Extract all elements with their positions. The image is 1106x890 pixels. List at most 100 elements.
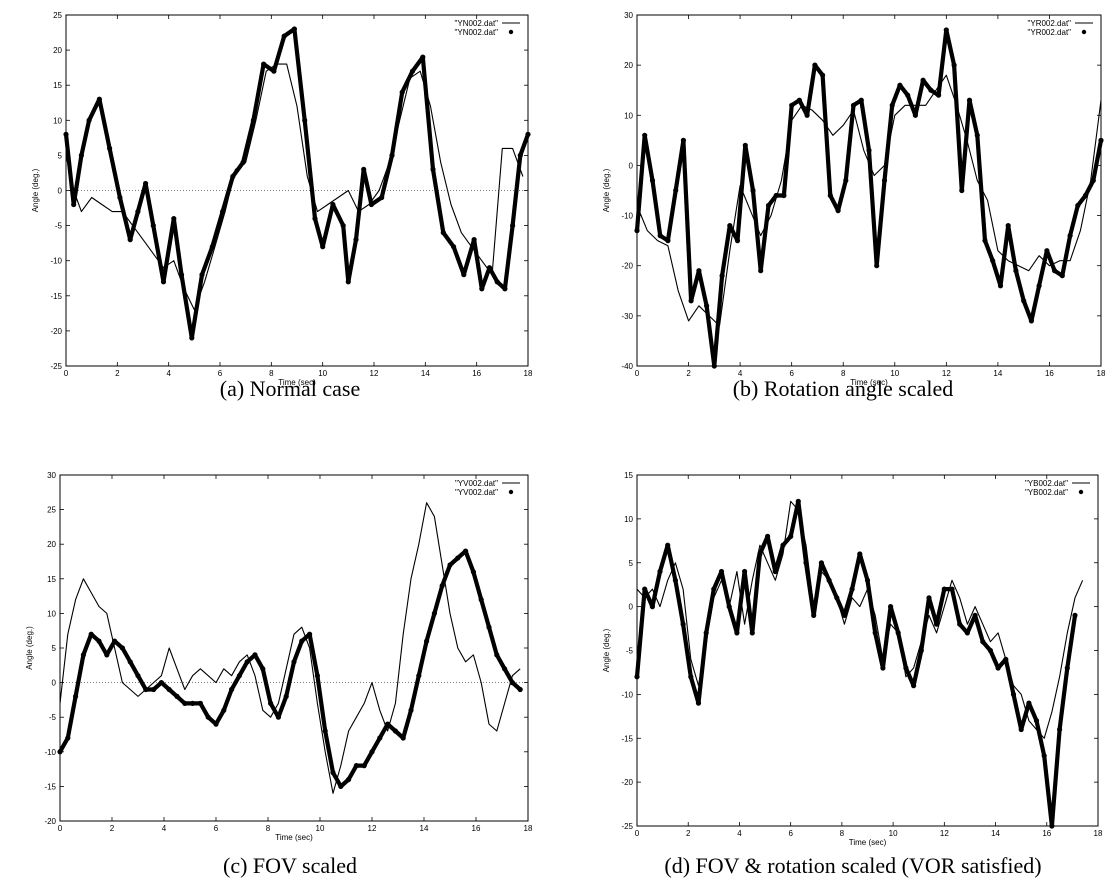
data-point: [857, 551, 863, 557]
data-point: [742, 568, 748, 575]
data-point: [749, 630, 755, 636]
data-point: [1044, 248, 1050, 254]
data-point: [389, 152, 395, 158]
x-tick-label: 14: [991, 829, 1000, 838]
data-point: [96, 638, 102, 644]
data-point: [197, 700, 203, 706]
series-line-thick: [57, 548, 523, 789]
y-tick-label: -30: [621, 312, 633, 321]
data-point: [158, 680, 164, 686]
legend-dot-sample: [1081, 29, 1087, 35]
chart-panel-c: 0 2 4 6 8 10 12 14 16 18 -20 -15 -10 -5 0 5 10 15 20 25 30 Ti…: [0, 445, 553, 890]
data-point: [135, 209, 141, 215]
data-point: [788, 533, 794, 539]
data-point: [525, 131, 531, 137]
y-tick-label: 20: [47, 540, 56, 549]
data-point: [888, 604, 894, 610]
x-axis-label: Time (sec): [849, 838, 887, 847]
data-point: [804, 112, 810, 118]
data-point: [634, 228, 640, 234]
data-point: [820, 72, 826, 78]
data-point: [803, 560, 809, 566]
series-line-thin: [59, 502, 521, 794]
data-point: [502, 286, 508, 292]
data-point: [1036, 283, 1042, 289]
y-tick-label: 0: [629, 603, 634, 612]
data-point: [271, 68, 277, 74]
data-point: [957, 621, 963, 627]
y-tick-label: 10: [624, 111, 633, 120]
data-point: [964, 630, 970, 636]
x-tick-label: 8: [266, 824, 271, 833]
x-tick-label: 8: [841, 369, 846, 378]
data-point: [974, 132, 980, 138]
data-point: [688, 674, 694, 680]
data-point: [1059, 273, 1065, 279]
data-point: [377, 735, 383, 741]
data-point: [1075, 202, 1081, 209]
y-tick-label: 20: [53, 46, 62, 55]
data-point: [431, 610, 437, 616]
data-point: [1057, 726, 1063, 733]
data-point: [174, 693, 180, 699]
data-point: [966, 97, 973, 103]
data-point: [918, 647, 924, 654]
data-point: [447, 562, 453, 568]
data-point: [672, 577, 678, 583]
data-point: [281, 33, 287, 39]
chart-panel-a: 0 2 4 6 8 10 12 14 16 18 -25 -20 -15 -10 -5 0 5 10 15 20 25 T…: [0, 0, 553, 445]
y-tick-label: -15: [50, 292, 62, 301]
chart-panel-d: 0 2 4 6 8 10 12 14 16 18 -25 -20 -15 -10 -5 0 5 10 15 Time …: [553, 445, 1106, 890]
x-tick-label: 6: [788, 829, 793, 838]
chart-caption-c: (c) FOV scaled: [223, 853, 357, 878]
data-point: [811, 612, 817, 618]
data-point: [827, 192, 833, 199]
legend-label: "YR002.dat": [1028, 19, 1072, 28]
data-point: [1005, 223, 1011, 229]
data-point: [338, 783, 344, 789]
data-point: [1049, 823, 1055, 829]
data-point: [1041, 753, 1047, 759]
data-point: [190, 700, 196, 706]
data-point: [649, 604, 655, 610]
data-point: [995, 665, 1001, 671]
x-tick-label: 0: [635, 369, 640, 378]
data-point: [1090, 177, 1096, 184]
data-point: [972, 612, 978, 618]
data-point: [104, 652, 110, 658]
data-point: [695, 700, 702, 706]
y-tick-label: 0: [52, 679, 57, 688]
data-point: [874, 263, 880, 269]
data-point: [711, 363, 717, 369]
data-point: [841, 612, 847, 618]
data-point: [260, 666, 266, 672]
data-point: [127, 237, 133, 243]
data-point: [517, 152, 523, 158]
data-point: [889, 102, 895, 108]
data-point: [987, 647, 993, 654]
x-tick-label: 18: [524, 369, 533, 378]
y-tick-label: 25: [53, 11, 62, 20]
data-point: [1010, 691, 1017, 697]
y-axis-label: Angle (deg.): [602, 168, 611, 212]
data-point: [680, 137, 686, 143]
data-point: [71, 201, 77, 208]
data-point: [703, 630, 709, 636]
data-point: [773, 192, 779, 199]
data-point: [1026, 700, 1032, 706]
data-point: [750, 187, 756, 194]
data-point: [86, 117, 92, 123]
data-point: [1013, 268, 1019, 274]
y-axis-label: Angle (deg.): [25, 626, 34, 670]
data-point: [150, 223, 156, 229]
chart-svg-b: 0 2 4 6 8 10 12 14 16 18 -40 -30 -20 -10 0 10 20 30 Time (…: [602, 11, 1106, 387]
data-point: [314, 673, 320, 679]
data-point: [711, 586, 717, 592]
data-point: [127, 659, 133, 665]
y-tick-label: -20: [50, 327, 62, 336]
series-line-thick: [63, 26, 531, 340]
data-point: [1021, 298, 1027, 304]
legend-label: "YV002.dat": [455, 488, 498, 497]
data-point: [261, 61, 267, 67]
data-point: [275, 714, 281, 720]
